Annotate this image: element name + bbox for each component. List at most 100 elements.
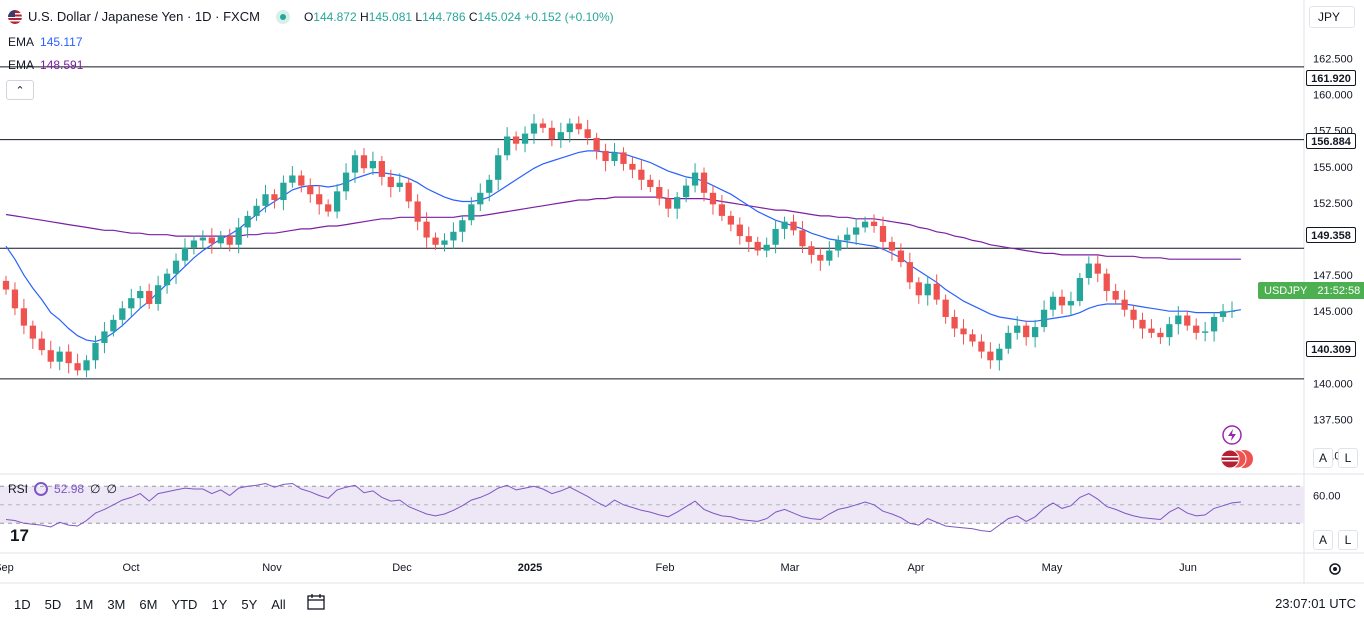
time-tick-label: Nov xyxy=(262,562,282,574)
candle-body xyxy=(915,282,922,296)
range-button-all[interactable]: All xyxy=(271,596,286,612)
candle-body xyxy=(217,236,224,244)
candle-body xyxy=(307,185,314,195)
candle-body xyxy=(575,123,582,130)
time-tick-label: Jun xyxy=(1179,562,1197,574)
candle-body xyxy=(244,215,251,228)
candle-body xyxy=(512,136,520,144)
candle-body xyxy=(369,161,377,169)
chevron-up-icon: ⌃ xyxy=(15,84,25,97)
rsi-log-scale-label: L xyxy=(1344,533,1352,547)
candle-body xyxy=(674,197,681,209)
candle-body xyxy=(342,172,350,192)
economic-events-icon[interactable] xyxy=(1220,449,1254,472)
candle-body xyxy=(396,182,403,188)
level-tag-2: 156.884 xyxy=(1306,133,1356,149)
candle-body xyxy=(29,325,36,339)
candle-body xyxy=(83,360,90,371)
collapse-legend-button[interactable]: ⌃ xyxy=(6,80,34,100)
candle-body xyxy=(504,136,511,156)
range-button-ytd[interactable]: YTD xyxy=(171,596,198,612)
settings-gear-icon xyxy=(1329,563,1341,575)
price-tick-label: 145.000 xyxy=(1313,306,1353,318)
candle-body xyxy=(477,192,484,205)
candle-body xyxy=(190,240,198,248)
candle-body xyxy=(172,260,180,274)
candle-body xyxy=(423,221,430,238)
rsi-settings-icon[interactable] xyxy=(34,482,49,496)
candle-body xyxy=(154,285,162,304)
candle-body xyxy=(262,194,269,206)
currency-selector[interactable]: JPY xyxy=(1309,6,1355,28)
range-button-5d[interactable]: 5D xyxy=(44,596,62,612)
candle-body xyxy=(1040,309,1048,328)
candle-body xyxy=(486,179,493,193)
candle-body xyxy=(781,221,788,229)
candle-body xyxy=(987,351,994,361)
candle-body xyxy=(745,236,752,242)
currency-label: JPY xyxy=(1318,10,1341,24)
candle-body xyxy=(826,250,833,261)
range-buttons: 1D 5D 1M 3M 6M YTD 1Y 5Y All xyxy=(0,597,286,612)
log-scale-button[interactable]: L xyxy=(1338,448,1358,468)
candle-body xyxy=(665,198,672,209)
range-button-1y[interactable]: 1Y xyxy=(211,596,228,612)
time-tick-label: May xyxy=(1042,562,1063,574)
symbol-title[interactable]: U.S. Dollar / Japanese Yen · 1D · FXCM O… xyxy=(8,9,614,24)
candle-body xyxy=(226,236,233,245)
candle-body xyxy=(199,237,207,241)
candle-body xyxy=(325,204,332,212)
range-button-6m[interactable]: 6M xyxy=(139,596,158,612)
price-tick-label: 152.500 xyxy=(1313,198,1353,210)
candle-body xyxy=(137,290,144,299)
utc-clock[interactable]: 23:07:01 UTC xyxy=(1275,596,1356,611)
range-button-1d[interactable]: 1D xyxy=(14,596,31,612)
candle-body xyxy=(56,351,63,362)
rsi-auto-scale-label: A xyxy=(1318,533,1327,547)
candle-body xyxy=(1103,273,1110,291)
candle-body xyxy=(360,155,368,169)
candle-body xyxy=(65,351,72,364)
candle-body xyxy=(700,172,708,193)
chart-background xyxy=(0,0,1304,627)
price-tick-label: 147.500 xyxy=(1313,270,1353,282)
candle-body xyxy=(835,240,842,251)
range-button-3m[interactable]: 3M xyxy=(107,596,126,612)
candle-body xyxy=(253,205,260,216)
candle-body xyxy=(441,240,448,245)
ema-fast-legend[interactable]: EMA 145.117 xyxy=(8,35,83,49)
candle-body xyxy=(316,194,323,205)
auto-scale-label: A xyxy=(1318,451,1327,465)
candle-body xyxy=(656,187,663,199)
candle-body xyxy=(736,224,743,237)
auto-scale-button[interactable]: A xyxy=(1313,448,1333,468)
candle-body xyxy=(1193,325,1200,333)
candle-body xyxy=(799,230,806,247)
candle-body xyxy=(1130,309,1137,320)
rsi-auto-scale-button[interactable]: A xyxy=(1313,530,1333,550)
range-button-1m[interactable]: 1M xyxy=(75,596,94,612)
candle-body xyxy=(638,169,645,180)
current-price-tag: USDJPY 21:52:58 xyxy=(1258,282,1364,299)
candle-body xyxy=(682,185,690,198)
candle-body xyxy=(101,331,108,343)
event-flash-icon[interactable] xyxy=(1222,425,1242,448)
rsi-legend[interactable]: RSI 52.98 ∅ ∅ xyxy=(8,482,117,496)
candle-body xyxy=(861,221,869,228)
candle-body xyxy=(119,308,126,320)
rsi-log-scale-button[interactable]: L xyxy=(1338,530,1358,550)
candle-body xyxy=(996,348,1003,361)
candle-body xyxy=(1121,299,1128,310)
candle-body xyxy=(521,133,529,144)
candle-body xyxy=(539,123,547,128)
candle-body xyxy=(1049,296,1057,310)
ema-slow-legend[interactable]: EMA 148.591 xyxy=(8,58,83,72)
candle-body xyxy=(74,363,81,371)
range-button-5y[interactable]: 5Y xyxy=(241,596,258,612)
calendar-icon[interactable] xyxy=(306,593,326,616)
candle-body xyxy=(1076,277,1084,302)
rsi-tick-label: 60.00 xyxy=(1313,491,1341,503)
candle-body xyxy=(1202,331,1209,333)
candle-body xyxy=(763,244,770,251)
